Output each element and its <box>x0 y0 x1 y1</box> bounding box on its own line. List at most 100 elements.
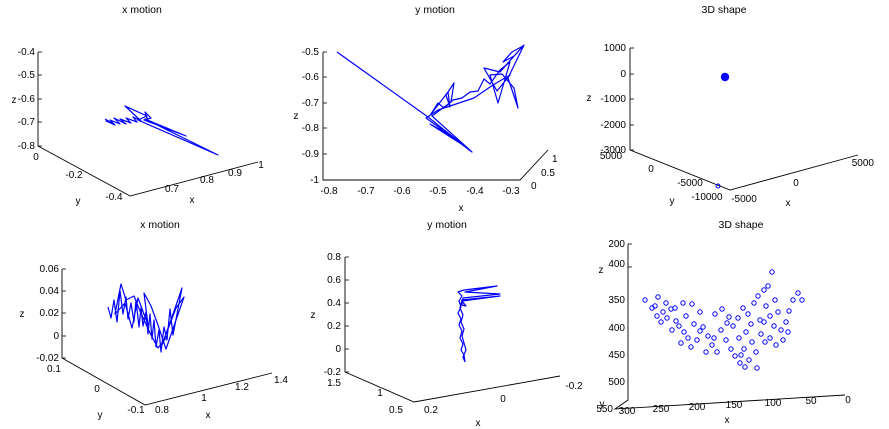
shape-point <box>780 337 786 343</box>
z-axis-label: z <box>12 95 17 106</box>
x-axis-label: x <box>190 195 195 206</box>
chart-title: y motion <box>415 4 455 16</box>
y-tick-label: 500 <box>608 377 625 388</box>
shape-point <box>765 283 771 289</box>
shape-point <box>738 352 744 358</box>
shape-point <box>755 293 761 299</box>
x-tick-label: -0.6 <box>393 186 411 197</box>
z-tick-label: -0.7 <box>302 98 320 109</box>
shape-point <box>751 300 757 306</box>
shape-point <box>672 305 678 311</box>
z-tick-label: -0.6 <box>302 72 320 83</box>
y-tick-label: 0 <box>94 384 100 395</box>
shape-point <box>680 300 686 306</box>
z-axis-ticks <box>323 51 327 181</box>
y-tick-label: -0.4 <box>105 192 123 203</box>
shape-point <box>658 319 664 325</box>
shape-point <box>654 313 660 319</box>
z-tick-label: -3000 <box>600 145 626 156</box>
y-axis-label: y <box>670 196 675 207</box>
shape-point <box>712 311 718 317</box>
x-tick-label: -5000 <box>731 194 757 205</box>
z-tick-label: -0.4 <box>18 47 36 58</box>
shape-point <box>678 340 684 346</box>
shape-scatter-points <box>642 269 805 371</box>
y-tick-label: 400 <box>608 323 625 334</box>
shape-point <box>769 269 775 275</box>
z-axis-label: z <box>20 309 25 320</box>
axis-lines <box>629 48 859 191</box>
panel-x-motion-bottom: x motion 0.06 0.04 0.02 0 -0.02 z 0.1 0 … <box>20 219 289 421</box>
shape-point <box>732 353 738 359</box>
x-axis-label: x <box>725 415 730 426</box>
x-axis-label: x <box>206 410 211 421</box>
shape-point <box>694 337 700 343</box>
y-tick-label: 0 <box>33 152 39 163</box>
x-tick-label: 300 <box>619 406 636 417</box>
panel-x-motion-top: x motion -0.4 -0.5 -0.6 -0.7 -0.8 z 0 -0… <box>12 4 265 207</box>
x-tick-label: 100 <box>765 398 782 409</box>
y-tick-label: 5000 <box>600 151 623 162</box>
y-tick-label: -10000 <box>691 192 723 203</box>
x-axis-label: x <box>786 198 791 209</box>
z-tick-label: 0.04 <box>40 286 60 297</box>
shape-point <box>749 339 755 345</box>
z-tick-label: 0 <box>53 331 59 342</box>
axis-lines <box>322 52 549 181</box>
shape-point <box>772 297 778 303</box>
chart-title: 3D shape <box>702 4 747 16</box>
point-cluster <box>715 72 730 189</box>
shape-point <box>709 342 715 348</box>
z-tick-label: 0.8 <box>327 252 341 263</box>
x-tick-label: 0.7 <box>165 184 179 195</box>
shape-point <box>745 311 751 317</box>
shape-point <box>758 331 764 337</box>
shape-point <box>795 290 801 296</box>
motion-trace <box>107 283 185 353</box>
y-tick-label: 0 <box>648 164 654 175</box>
z-tick-label: -0.5 <box>302 47 320 58</box>
z-axis-ticks <box>38 51 42 147</box>
shape-point <box>763 303 769 309</box>
z-tick-label: -0.5 <box>18 70 36 81</box>
shape-point <box>762 339 768 345</box>
x-tick-label: 0.9 <box>228 168 242 179</box>
shape-point <box>799 297 805 303</box>
shape-point <box>685 335 691 341</box>
y-tick-label: 0.1 <box>47 364 61 375</box>
x-tick-label: -0.4 <box>466 186 484 197</box>
point-cluster-dense <box>720 72 730 82</box>
x-tick-label: 1 <box>258 160 264 171</box>
shape-point <box>736 335 742 341</box>
z-axis-label: z <box>294 111 299 122</box>
x-axis-label: x <box>459 203 464 214</box>
trace-group <box>457 285 501 363</box>
shape-point <box>743 329 749 335</box>
z-tick-label: 0 <box>335 344 341 355</box>
shape-point <box>726 314 732 320</box>
shape-point <box>767 313 773 319</box>
chart-title: 3D shape <box>719 219 764 231</box>
shape-point <box>790 297 796 303</box>
shape-point <box>783 319 789 325</box>
shape-point <box>681 329 687 335</box>
z-tick-label: -0.2 <box>324 367 342 378</box>
z-tick-label: -1000 <box>600 94 626 105</box>
y-tick-label: 450 <box>608 350 625 361</box>
z-axis-label: z <box>587 93 592 104</box>
shape-point <box>753 349 759 355</box>
chart-title: y motion <box>427 219 467 231</box>
z-tick-label: 0.2 <box>327 321 341 332</box>
y-axis-label: y <box>600 399 605 410</box>
shape-point <box>786 308 792 314</box>
z-axis-ticks <box>630 47 634 151</box>
z-tick-label: 1000 <box>604 43 627 54</box>
trace-group <box>104 105 219 156</box>
shape-point <box>742 364 748 370</box>
x-tick-label: 0 <box>500 394 506 405</box>
x-tick-label: -0.8 <box>320 186 338 197</box>
x-tick-label: 0.2 <box>424 405 438 416</box>
shape-point <box>740 305 746 311</box>
shape-point <box>771 323 777 329</box>
